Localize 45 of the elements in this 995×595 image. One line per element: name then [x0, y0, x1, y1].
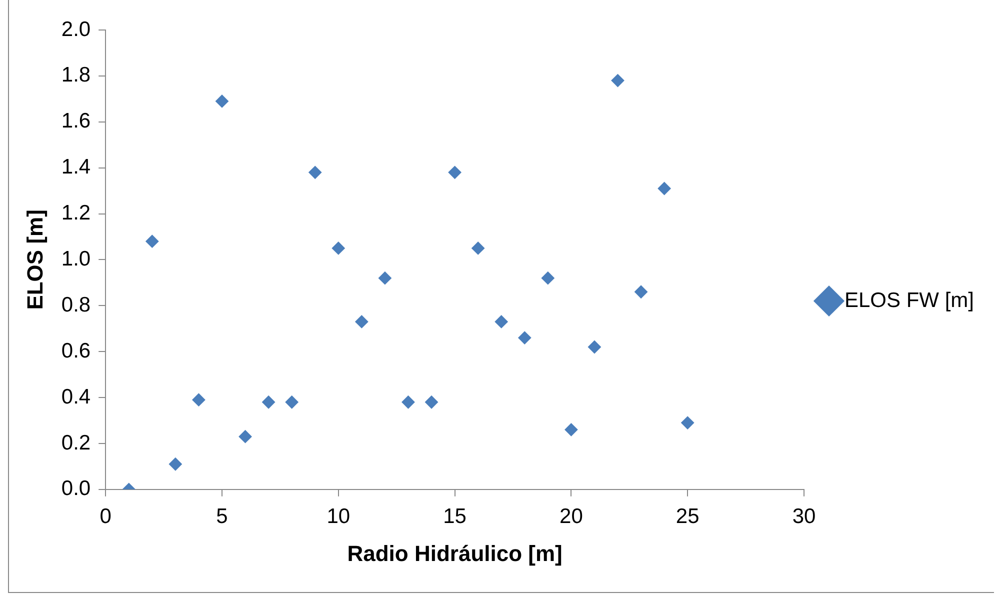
point: [658, 182, 671, 195]
point: [588, 340, 601, 354]
point: [168, 458, 182, 471]
y-axis-title: ELOS [m]: [22, 210, 48, 310]
point: [402, 396, 415, 409]
point: [634, 285, 648, 298]
x-axis-title: Radio Hidráulico [m]: [347, 540, 562, 566]
point: [472, 242, 485, 255]
point: [611, 74, 624, 88]
point: [285, 396, 298, 409]
y-tick-label: 1.4: [61, 156, 91, 179]
point: [448, 166, 462, 179]
point: [494, 315, 508, 328]
x-tick-label: 10: [326, 504, 350, 528]
point: [146, 234, 159, 248]
x-tick-label: 30: [792, 504, 816, 528]
y-tick-label: 0.0: [61, 477, 91, 500]
x-tick-label: 0: [100, 504, 112, 528]
point: [378, 272, 392, 285]
point: [355, 315, 368, 328]
x-tick-label: 15: [443, 504, 466, 528]
point: [518, 331, 532, 344]
y-tick-label: 0.2: [61, 431, 91, 454]
y-tick-label: 1.8: [61, 64, 91, 87]
y-tick-label: 1.2: [61, 202, 91, 225]
point: [541, 272, 554, 285]
y-tick-label: 0.8: [61, 293, 91, 316]
y-tick-label: 0.6: [61, 339, 91, 362]
y-tick-label: 0.4: [61, 385, 91, 408]
x-tick-label: 25: [676, 504, 700, 528]
legend-label: ELOS FW [m]: [844, 288, 974, 312]
point: [215, 94, 228, 108]
y-tick-label: 2.0: [61, 18, 91, 41]
y-tick-label: 1.0: [61, 247, 91, 270]
point: [262, 396, 276, 409]
point: [308, 166, 322, 179]
point: [681, 416, 694, 430]
point: [192, 393, 206, 406]
point: [564, 423, 578, 436]
x-tick-label: 20: [560, 504, 583, 528]
point: [238, 430, 252, 444]
x-tick-label: 5: [216, 504, 228, 528]
y-tick-label: 1.6: [61, 110, 91, 133]
point: [332, 242, 345, 255]
point: [425, 396, 438, 409]
